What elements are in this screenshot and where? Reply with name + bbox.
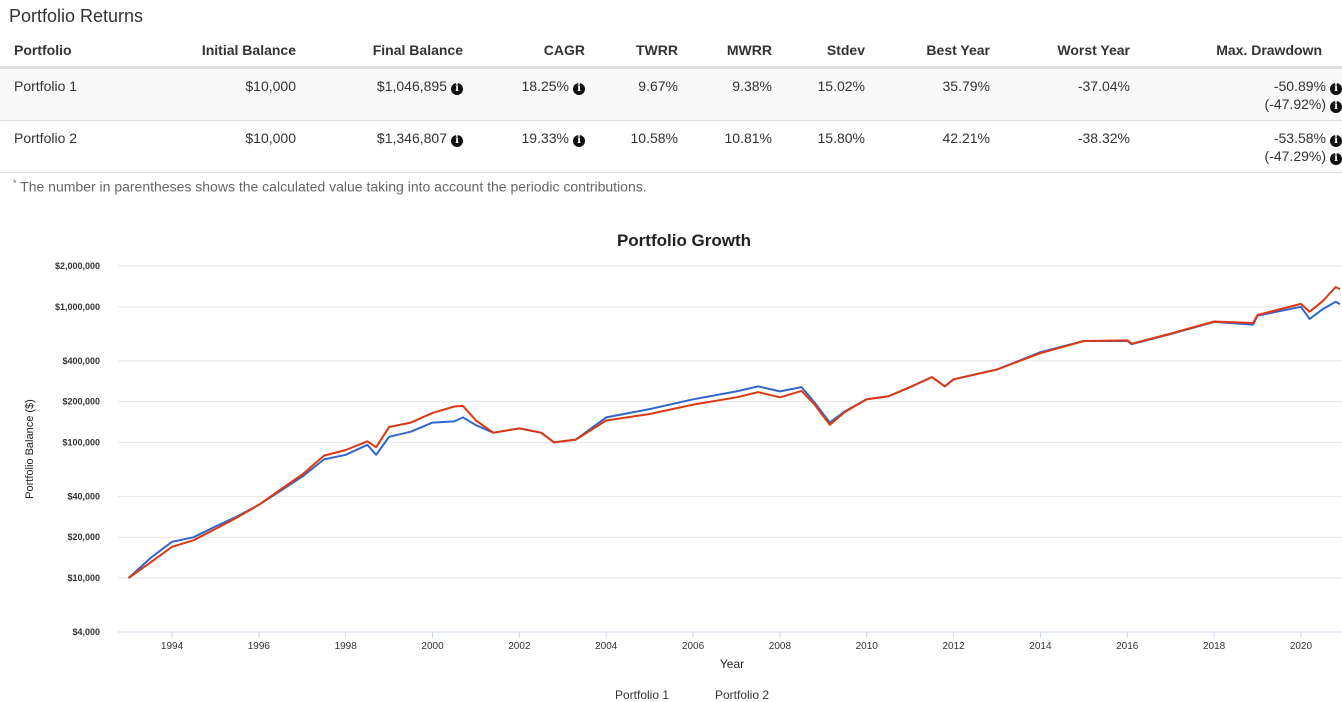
cell-portfolio: Portfolio 1 (0, 67, 180, 121)
footnote-text: The number in parentheses shows the calc… (20, 178, 647, 195)
x-tick-label: 2000 (421, 641, 444, 652)
x-tick-label: 1998 (335, 641, 358, 652)
final-balance-value: $1,346,807 (376, 130, 447, 146)
info-circle-icon[interactable]: i (1330, 83, 1342, 95)
x-tick-label: 2014 (1029, 641, 1052, 652)
y-tick-label: $2,000,000 (55, 261, 100, 271)
y-tick-label: $4,000 (72, 627, 100, 637)
header-best-year[interactable]: Best Year (873, 36, 998, 69)
header-mwrr[interactable]: MWRR (686, 36, 780, 69)
header-final-balance[interactable]: Final Balance (304, 36, 471, 69)
y-tick-label: $200,000 (62, 397, 100, 407)
header-twrr[interactable]: TWRR (593, 36, 686, 69)
y-tick-label: $10,000 (67, 573, 100, 583)
legend-item-portfolio-1[interactable]: Portfolio 1 (615, 688, 670, 702)
header-worst-year[interactable]: Worst Year (998, 36, 1138, 69)
x-tick-label: 2012 (942, 641, 965, 652)
cell-stdev: 15.80% (780, 120, 873, 173)
footnote-mark: * (13, 178, 17, 188)
table-row: Portfolio 2 $10,000 $1,346,807 i 19.33% i … (0, 120, 1342, 173)
chart-title: Portfolio Growth (617, 231, 751, 250)
table-header-row: Portfolio Initial Balance Final Balance … (0, 36, 1342, 69)
max-drawdown-contrib-value: (-47.29%) (1264, 148, 1326, 164)
page-title: Portfolio Returns (9, 6, 144, 26)
cell-max-drawdown: -50.89% i (-47.92%) i (1138, 67, 1342, 121)
x-tick-label: 2016 (1116, 641, 1139, 652)
cell-final-balance: $1,346,807 i (304, 120, 471, 173)
cell-cagr: 18.25% i (471, 67, 593, 121)
table-row: Portfolio 1 $10,000 $1,046,895 i 18.25% i … (0, 67, 1342, 121)
cell-worst-year: -38.32% (998, 120, 1138, 173)
info-circle-icon[interactable]: i (573, 83, 585, 95)
cagr-value: 19.33% (521, 130, 569, 146)
cell-cagr: 19.33% i (471, 120, 593, 173)
series-line-portfolio-2 (128, 286, 1341, 579)
final-balance-value: $1,046,895 (376, 78, 447, 94)
cell-worst-year: -37.04% (998, 67, 1138, 121)
footnote: * The number in parentheses shows the ca… (13, 178, 647, 195)
x-tick-label: 1994 (161, 641, 184, 652)
x-tick-label: 2006 (682, 641, 705, 652)
info-circle-icon[interactable]: i (451, 83, 463, 95)
cell-initial-balance: $10,000 (180, 67, 304, 121)
header-cagr[interactable]: CAGR (471, 36, 593, 69)
x-tick-label: 2004 (595, 641, 618, 652)
info-circle-icon[interactable]: i (1330, 153, 1342, 165)
cell-mwrr: 10.81% (686, 120, 780, 173)
cell-initial-balance: $10,000 (180, 120, 304, 173)
cell-best-year: 35.79% (873, 67, 998, 121)
y-tick-label: $100,000 (62, 437, 100, 447)
x-tick-label: 2002 (508, 641, 531, 652)
cell-twrr: 10.58% (593, 120, 686, 173)
header-stdev[interactable]: Stdev (780, 36, 873, 69)
y-tick-label: $40,000 (67, 491, 100, 501)
y-tick-label: $20,000 (67, 532, 100, 542)
header-max-drawdown[interactable]: Max. Drawdown (1138, 36, 1342, 69)
series-line-portfolio-1 (127, 300, 1341, 579)
legend-item-portfolio-2[interactable]: Portfolio 2 (715, 688, 770, 702)
cell-final-balance: $1,046,895 i (304, 67, 471, 121)
cell-twrr: 9.67% (593, 67, 686, 121)
info-circle-icon[interactable]: i (1330, 101, 1342, 113)
cell-stdev: 15.02% (780, 67, 873, 121)
x-tick-label: 2020 (1290, 641, 1313, 652)
x-tick-label: 2010 (856, 641, 879, 652)
cell-mwrr: 9.38% (686, 67, 780, 121)
cagr-value: 18.25% (521, 78, 569, 94)
y-tick-label: $400,000 (62, 356, 100, 366)
max-drawdown-value: -53.58% (1273, 130, 1326, 146)
x-tick-label: 2018 (1203, 641, 1226, 652)
portfolio-returns-table: Portfolio Initial Balance Final Balance … (0, 36, 1342, 173)
info-circle-icon[interactable]: i (451, 135, 463, 147)
max-drawdown-value: -50.89% (1273, 78, 1326, 94)
cell-portfolio: Portfolio 2 (0, 120, 180, 173)
x-tick-label: 1996 (248, 641, 271, 652)
cell-max-drawdown: -53.58% i (-47.29%) i (1138, 120, 1342, 173)
header-portfolio[interactable]: Portfolio (0, 36, 180, 69)
header-initial-balance[interactable]: Initial Balance (180, 36, 304, 69)
info-circle-icon[interactable]: i (1330, 135, 1342, 147)
y-tick-label: $1,000,000 (55, 302, 100, 312)
max-drawdown-contrib-value: (-47.92%) (1264, 96, 1326, 112)
x-tick-label: 2008 (769, 641, 792, 652)
x-axis-label: Year (720, 657, 744, 671)
info-circle-icon[interactable]: i (573, 135, 585, 147)
cell-best-year: 42.21% (873, 120, 998, 173)
y-axis-label: Portfolio Balance ($) (24, 399, 36, 499)
